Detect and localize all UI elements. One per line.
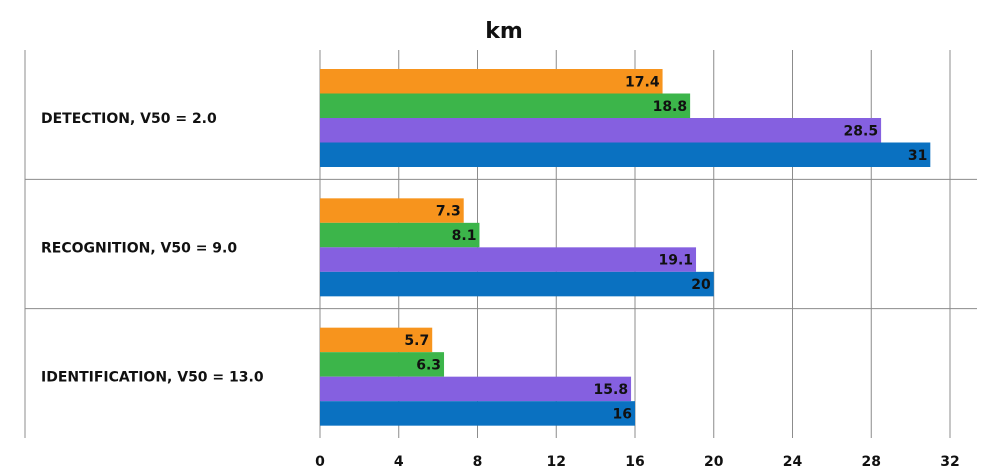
x-tick-labels: 0 4 8 12 16 20 24 28 32 xyxy=(315,454,960,470)
data-label-1-1: 8.1 xyxy=(452,228,477,244)
data-label-2-2: 15.8 xyxy=(594,382,629,398)
category-labels: DETECTION, V50 = 2.0 RECOGNITION, V50 = 9… xyxy=(41,111,264,386)
category-label-1: RECOGNITION, V50 = 9.0 xyxy=(41,240,237,256)
x-tick-label-0: 0 xyxy=(315,454,325,470)
data-label-2-3: 16 xyxy=(613,406,632,422)
bar-0-0 xyxy=(320,69,663,94)
category-label-0: DETECTION, V50 = 2.0 xyxy=(41,111,217,127)
x-tick-label-2: 8 xyxy=(473,454,483,470)
bar-0-2 xyxy=(320,118,882,143)
x-tick-label-1: 4 xyxy=(394,454,404,470)
x-tick-label-4: 16 xyxy=(625,454,644,470)
data-labels: 17.4 18.8 28.5 31 7.3 8.1 19.1 20 5.7 6.3 15.8 16 xyxy=(404,74,927,422)
category-label-2: IDENTIFICATION, V50 = 13.0 xyxy=(41,370,264,386)
data-label-0-2: 28.5 xyxy=(844,123,879,139)
data-label-2-1: 6.3 xyxy=(416,357,441,373)
bar-2-1 xyxy=(320,352,445,377)
x-tick-label-8: 32 xyxy=(940,454,959,470)
chart-title: km xyxy=(485,19,523,44)
bar-0-1 xyxy=(320,93,691,118)
data-label-1-3: 20 xyxy=(691,277,711,293)
x-tick-label-5: 20 xyxy=(704,454,724,470)
x-tick-label-3: 12 xyxy=(547,454,566,470)
data-label-2-0: 5.7 xyxy=(404,333,429,349)
bar-1-2 xyxy=(320,247,697,272)
data-label-1-0: 7.3 xyxy=(436,204,461,220)
bar-2-2 xyxy=(320,376,632,402)
bar-1-1 xyxy=(320,222,480,248)
bar-0-3 xyxy=(320,142,931,167)
data-label-0-1: 18.8 xyxy=(653,99,688,115)
x-tick-label-6: 24 xyxy=(783,454,803,470)
bar-2-0 xyxy=(320,327,433,353)
bar-1-3 xyxy=(320,271,714,297)
data-label-1-2: 19.1 xyxy=(658,253,693,269)
x-tick-label-7: 28 xyxy=(862,454,881,470)
bar-2-3 xyxy=(320,401,635,426)
bar-1-0 xyxy=(320,198,464,223)
data-label-0-0: 17.4 xyxy=(625,74,660,90)
data-label-0-3: 31 xyxy=(908,148,927,164)
bars xyxy=(320,69,931,426)
